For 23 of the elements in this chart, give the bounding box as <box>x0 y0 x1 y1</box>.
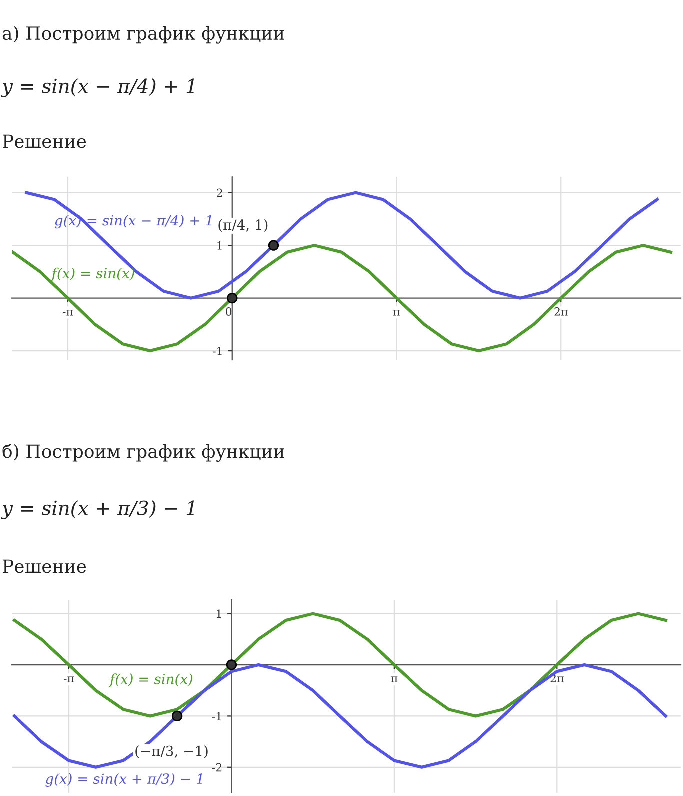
y-tick-label: 2 <box>217 188 222 198</box>
series-label: f(x) = sin(x) <box>109 674 193 688</box>
y-tick-label: -2 <box>212 763 222 772</box>
y-tick-label: -1 <box>213 347 222 356</box>
annotation: (π/4, 1) <box>218 219 268 232</box>
x-tick-label: π <box>394 310 400 316</box>
y-tick-label: -1 <box>212 712 222 720</box>
annotation: (−π/3, −1) <box>136 746 208 758</box>
series-label: g(x) = sin(x + π/3) − 1 <box>46 773 202 788</box>
x-tick-label: π <box>391 676 398 682</box>
series-label: f(x) = sin(x) <box>50 268 134 282</box>
chart-subtitle: y = sin(x − π/4) + 1 <box>1 78 194 98</box>
chart-title: б) Построим график функции <box>2 444 284 462</box>
y-tick-label: 1 <box>218 242 222 250</box>
chart-subtitle: y = sin(x + π/3) − 1 <box>1 500 194 520</box>
x-tick-label: -π <box>64 676 74 682</box>
x-tick-label: -π <box>62 310 74 316</box>
y-tick-label: 1 <box>216 610 222 618</box>
x-tick-label: 2π <box>554 308 568 316</box>
x-tick-label: 0 <box>226 308 232 316</box>
text: Решение <box>2 134 86 148</box>
text: Решение <box>2 560 86 574</box>
chart-title: а) Построим график функции <box>2 26 284 44</box>
